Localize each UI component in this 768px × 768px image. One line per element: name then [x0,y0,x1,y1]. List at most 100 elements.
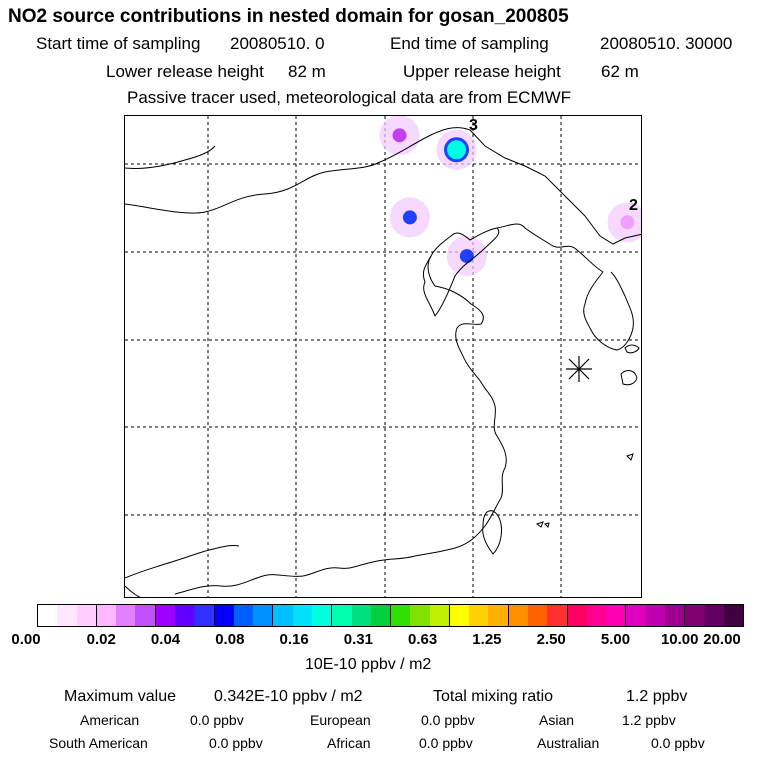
japan-kyushu [620,370,638,386]
region-name-australian: Australian [537,735,600,751]
region-name-south-american: South American [49,735,148,751]
upper-release-label: Upper release height [403,62,561,81]
colorbar-segment [410,605,430,626]
end-time-label: End time of sampling [390,34,549,53]
colorbar-segment [469,605,489,626]
colorbar-segment [370,605,392,626]
east-coast [372,355,507,563]
region-value-australian: 0.0 ppbv [651,735,705,751]
colorbar-segment [332,605,352,626]
colorbar-tick-label: 0.00 [11,631,41,648]
china-korea-border [469,129,641,245]
colorbar-segment [292,605,312,626]
north-border [125,145,216,169]
colorbar-segment [194,605,215,626]
colorbar-segment [174,605,195,626]
japan-islands [624,344,640,354]
colorbar-segment [528,605,548,626]
colorbar-segment [567,605,587,626]
colorbar-unit: 10E-10 ppbv / m2 [305,656,432,673]
colorbar-segment [429,605,450,626]
plume-core [444,137,470,163]
colorbar-segment [645,605,665,626]
colorbar-segment [704,605,724,626]
colorbar-segment [38,605,58,626]
mongolia-border [125,127,471,214]
colorbar-segment [626,605,646,626]
colorbar-tick-label: 5.00 [600,631,631,648]
colorbar [37,604,744,627]
region-value-african: 0.0 ppbv [419,735,473,751]
colorbar-segment [311,605,333,626]
colorbar-segment [351,605,371,626]
plume-core [620,215,635,230]
colorbar-segment [488,605,509,626]
page-title: NO2 source contributions in nested domai… [8,6,569,27]
colorbar-segment [116,605,136,626]
colorbar-segment [57,605,77,626]
region-value-european: 0.0 ppbv [421,712,475,728]
colorbar-segment [273,605,293,626]
concentration-field [379,116,641,277]
korea-coast [583,271,634,351]
graticule [125,116,641,597]
plume-core [402,210,417,225]
total-mixing-value: 1.2 ppbv [626,688,688,705]
colorbar-tick-label: 10.00 [660,631,699,648]
south-coast [174,561,374,595]
colorbar-segment [665,605,686,626]
colorbar-tick-label: 0.31 [343,631,373,648]
colorbar-segment [508,605,529,626]
hainan-vietnam [125,585,141,597]
ryukyu-2 [535,521,544,528]
shandong-coast [427,255,484,357]
colorbar-tick-label: 0.08 [215,631,245,648]
colorbar-segment [76,605,97,626]
upper-release-value: 62 m [601,62,639,81]
colorbar-segment [253,605,274,626]
colorbar-tick-label: 20.00 [703,631,741,648]
colorbar-segment [685,605,705,626]
start-time-label: Start time of sampling [36,34,201,53]
colorbar-segment [135,605,156,626]
total-mixing-label: Total mixing ratio [433,688,554,705]
start-time-value: 20080510. 0 [230,34,325,53]
colorbar-segment [214,605,234,626]
map-panel: 3 2 [124,115,642,598]
region-name-american: American [80,712,140,728]
colorbar-segment [586,605,607,626]
colorbar-tick-label: 0.63 [408,631,438,648]
colorbar-segment [723,605,744,626]
bohai-coast [422,227,500,317]
region-value-south-american: 0.0 ppbv [209,735,263,751]
colorbar-segment [547,605,568,626]
grid-label-3: 3 [469,117,478,134]
colorbar-segment [96,605,117,626]
ryukyu-1 [626,453,634,461]
max-value-label: Maximum value [64,688,177,705]
lower-release-value: 82 m [288,62,326,81]
liaodong-coast [496,223,604,273]
region-name-african: African [327,735,371,751]
plume-core [392,128,407,143]
max-value: 0.342E-10 ppbv / m2 [214,688,363,705]
receptor-marker [566,356,592,382]
plume-core [459,249,474,264]
colorbar-tick-label: 0.02 [86,631,116,648]
colorbar-segment [449,605,470,626]
colorbar-segment [606,605,627,626]
region-value-american: 0.0 ppbv [190,712,244,728]
region-name-european: European [310,712,371,728]
end-time-value: 20080510. 30000 [600,34,733,53]
colorbar-segment [391,605,411,626]
map-canvas: 3 2 [125,116,641,597]
grid-label-2: 2 [629,197,638,214]
taiwan [482,510,502,555]
region-name-asian: Asian [539,712,575,728]
colorbar-segment [155,605,175,626]
colorbar-segment [233,605,254,626]
colorbar-tick-label: 2.50 [536,631,566,648]
lower-release-label: Lower release height [106,62,264,81]
colorbar-tick-label: 0.04 [150,631,181,648]
coastlines [125,127,641,597]
